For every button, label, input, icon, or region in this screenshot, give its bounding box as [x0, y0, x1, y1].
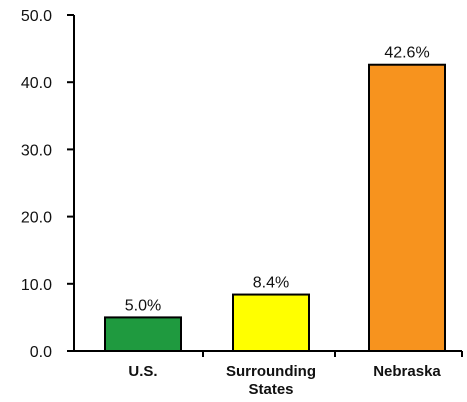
data-label: 42.6%: [384, 45, 429, 62]
data-label: 8.4%: [253, 275, 289, 292]
bar: [104, 316, 182, 352]
x-tick-label-line: U.S.: [128, 363, 157, 380]
bars: [104, 63, 446, 352]
y-tick-label: 50.0: [21, 8, 52, 25]
bar: [368, 63, 446, 352]
y-tick-label: 0.0: [30, 344, 52, 361]
y-tick-label: 10.0: [21, 277, 52, 294]
x-tick-label-line: Nebraska: [373, 363, 441, 380]
y-tick-label: 40.0: [21, 75, 52, 92]
y-tick-label: 20.0: [21, 210, 52, 227]
category-labels: U.S. Surrounding States Nebraska: [128, 351, 463, 398]
y-tick-label: 30.0: [21, 142, 52, 159]
data-label: 5.0%: [125, 297, 161, 314]
data-labels: 5.0% 8.4% 42.6%: [125, 45, 430, 315]
x-tick-label: U.S.: [128, 363, 157, 380]
x-tick-label-line: States: [248, 381, 293, 398]
y-axis-ticks: 0.0 10.0 20.0 30.0 40.0 50.0: [21, 8, 74, 361]
x-tick-label-line: Surrounding: [226, 363, 316, 380]
x-tick-label: Surrounding States: [226, 363, 316, 398]
bar: [232, 293, 310, 352]
x-tick-label: Nebraska: [373, 363, 441, 380]
